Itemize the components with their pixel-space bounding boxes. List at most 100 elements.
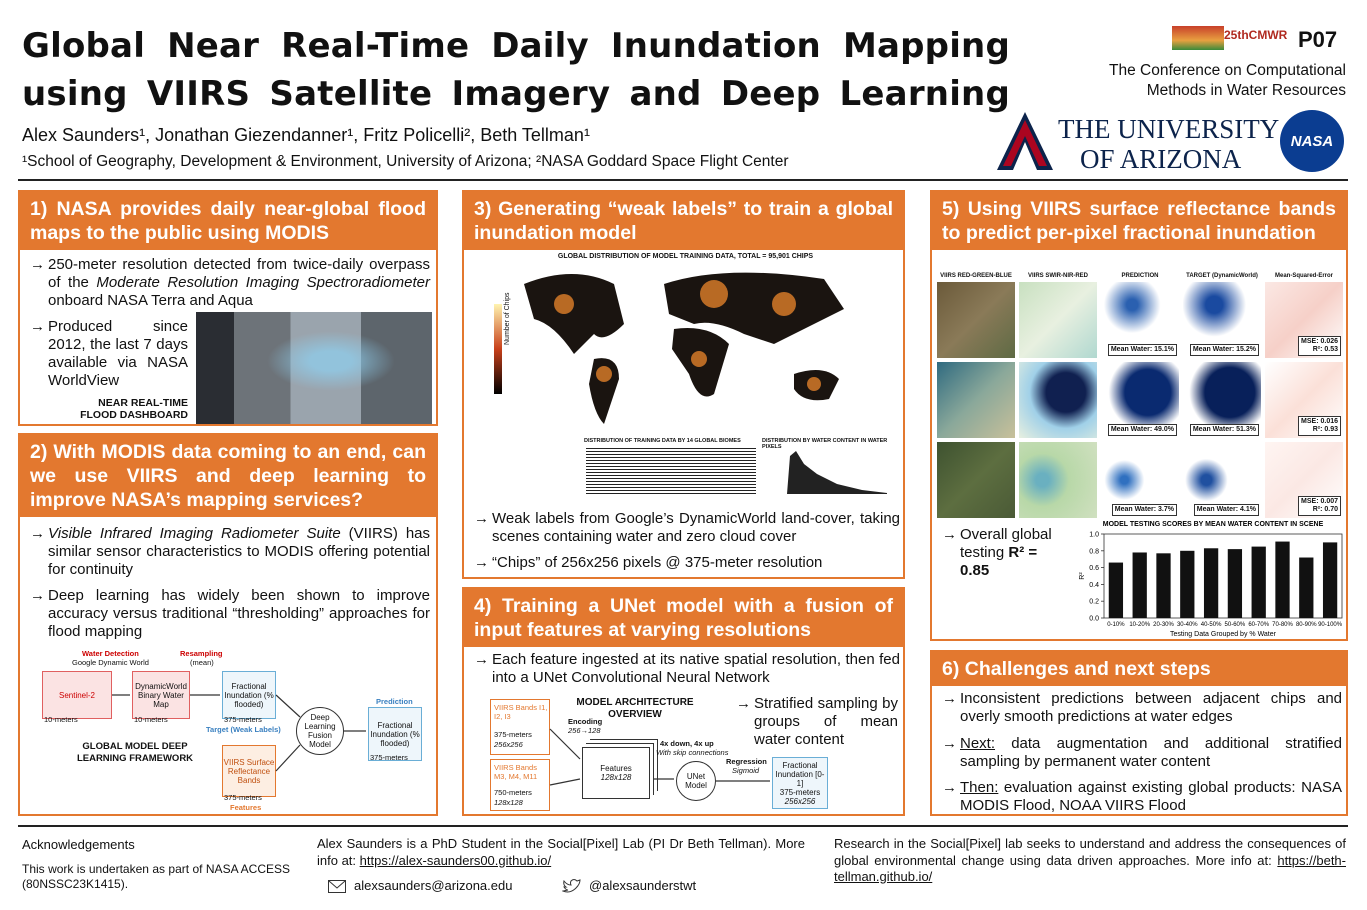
text: R²: 0.53 xyxy=(1312,346,1338,353)
label: 128x128 xyxy=(600,773,632,782)
x-tick-label: 60-70% xyxy=(1248,622,1269,628)
chart-title: MODEL TESTING SCORES BY MEAN WATER CONTE… xyxy=(1103,521,1324,528)
x-tick-label: 80-90% xyxy=(1296,622,1317,628)
label: 375-meters xyxy=(224,793,262,802)
email: alexsaunders@arizona.edu xyxy=(354,878,513,893)
dots xyxy=(807,377,821,391)
envelope xyxy=(328,880,346,893)
link[interactable]: https://alex-saunders00.github.io/ xyxy=(359,852,552,868)
overlay-label: MSE: 0.007 R²: 0.70 xyxy=(1298,496,1341,516)
figure-title: DISTRIBUTION OF TRAINING DATA BY 14 GLOB… xyxy=(584,438,741,444)
title: Global Near Real-Time Daily Inundation M… xyxy=(22,26,1010,66)
arrows xyxy=(112,694,366,772)
overlay-label: Mean Water: 3.7% xyxy=(1111,504,1177,516)
label: With skip connections xyxy=(656,748,729,757)
image-tile: MSE: 0.016 R²: 0.93 xyxy=(1265,362,1343,438)
label: 256→128 xyxy=(568,726,601,735)
label: 375-meters xyxy=(779,787,821,797)
label: Google Dynamic World xyxy=(72,658,149,667)
divider xyxy=(18,179,1348,181)
text: onboard NASA Terra and Aqua xyxy=(48,292,253,309)
label: 10-meters xyxy=(134,715,168,724)
image-tile xyxy=(1019,442,1097,518)
logo-a-inner xyxy=(1003,120,1047,166)
arrow xyxy=(549,728,581,760)
input-box: VIIRS Bands M3, M4, M11 750-meters 128x1… xyxy=(490,759,550,811)
text: Stratified sampling by groups of mean wa… xyxy=(754,695,898,748)
university-line: THE UNIVERSITY xyxy=(1058,114,1280,144)
diagram-caption: GLOBAL MODEL DEEP LEARNING FRAMEWORK xyxy=(76,741,194,764)
label: Target (Weak Labels) xyxy=(206,725,281,734)
text: Alex Saunders is a PhD Student in the So… xyxy=(317,836,805,868)
image-tile xyxy=(937,442,1015,518)
text: Visible Infrared Imaging Radiometer Suit… xyxy=(48,525,341,542)
bullet: Visible Infrared Imaging Radiometer Suit… xyxy=(20,525,430,579)
label: 256x256 xyxy=(784,796,816,806)
university-line: OF ARIZONA xyxy=(1080,144,1242,174)
bullet: Next: data augmentation and additional s… xyxy=(932,735,1342,771)
section: 2) With MODIS data coming to an end, can… xyxy=(18,433,438,816)
envelope-flap xyxy=(328,880,346,889)
bullet: Weak labels from Google’s DynamicWorld l… xyxy=(464,510,900,546)
text: Deep learning has widely been shown to i… xyxy=(48,587,430,640)
arrow xyxy=(549,778,581,786)
column-title: VIIRS RED-GREEN-BLUE xyxy=(940,273,1012,279)
text: Mean Water: 3.7% xyxy=(1114,506,1174,513)
section-heading: 5) Using VIIRS surface reflectance bands… xyxy=(932,192,1346,250)
image-tile: Mean Water: 15.1% xyxy=(1101,282,1179,358)
x-tick-label: 70-80% xyxy=(1272,622,1293,628)
section-heading: 1) NASA provides daily near-global flood… xyxy=(20,192,436,250)
link[interactable]: https://beth-tellman.github.io/ xyxy=(834,852,1346,885)
label: 256x256 xyxy=(494,740,523,749)
bar xyxy=(1180,550,1195,618)
bullet: 250-meter resolution detected from twice… xyxy=(20,256,430,310)
figure-title: GLOBAL DISTRIBUTION OF MODEL TRAINING DA… xyxy=(557,253,814,260)
dots xyxy=(700,280,728,308)
model-node: Deep Learning Fusion Model xyxy=(296,707,344,755)
bar xyxy=(1156,553,1171,618)
bird xyxy=(562,879,581,893)
label: Features xyxy=(230,803,262,812)
continent xyxy=(524,274,624,354)
text: Each feature ingested at its native spat… xyxy=(492,651,900,686)
label: VIIRS Bands I1, I2, I3 xyxy=(494,703,548,721)
label: 750-meters xyxy=(494,788,532,797)
conference-logo: 25thCMWR xyxy=(1224,28,1288,42)
dashboard-screenshot xyxy=(196,312,432,424)
authors: Alex Saunders¹, Jonathan Giezendanner¹, … xyxy=(22,125,590,145)
image-tile xyxy=(1019,362,1097,438)
text: Mean Water: 49.0% xyxy=(1110,426,1174,433)
text: data augmentation and additional stratif… xyxy=(960,735,1342,770)
box: VIIRS Surface Reflectance Bands xyxy=(222,745,276,797)
x-tick-label: 0-10% xyxy=(1107,622,1125,628)
university-name: THE UNIVERSITY OF ARIZONA xyxy=(1058,114,1279,174)
bullet: Then: evaluation against existing global… xyxy=(932,779,1342,815)
section: 1) NASA provides daily near-global flood… xyxy=(18,190,438,426)
box: Fractional Inundation (% flooded) xyxy=(222,671,276,719)
divider xyxy=(18,825,1348,827)
image-tile: Mean Water: 4.1% xyxy=(1183,442,1261,518)
arrows xyxy=(549,728,770,786)
text: Moderate Resolution Imaging Spectroradio… xyxy=(96,274,430,291)
bullet: Stratified sampling by groups of mean wa… xyxy=(726,695,898,749)
text: Mean Water: 15.1% xyxy=(1110,346,1174,353)
image-tile: MSE: 0.026 R²: 0.53 xyxy=(1265,282,1343,358)
image-tile: Mean Water: 3.7% xyxy=(1101,442,1179,518)
text: evaluation against existing global produ… xyxy=(960,779,1342,814)
text: R² = 0.85 xyxy=(960,544,1038,579)
image-tile xyxy=(937,282,1015,358)
ua-logo xyxy=(997,112,1053,170)
biome-bars xyxy=(586,446,756,494)
colorbar-label: Number of Chips xyxy=(504,292,511,345)
overlay-label: Mean Water: 15.1% xyxy=(1107,344,1177,356)
flood-overlay xyxy=(256,326,406,396)
text: 250-meter resolution detected from twice… xyxy=(48,256,430,291)
section-heading: 6) Challenges and next steps xyxy=(932,652,1346,686)
image-tile: MSE: 0.007 R²: 0.70 xyxy=(1265,442,1343,518)
overlay-label: Mean Water: 51.3% xyxy=(1189,424,1259,436)
box: DynamicWorld Binary Water Map xyxy=(132,671,190,719)
x-tick-label: 90-100% xyxy=(1318,622,1343,628)
label: Encoding xyxy=(568,717,603,726)
y-tick-label: 0.4 xyxy=(1089,582,1099,589)
text: “Chips” of 256x256 pixels @ 375-meter re… xyxy=(492,554,823,571)
